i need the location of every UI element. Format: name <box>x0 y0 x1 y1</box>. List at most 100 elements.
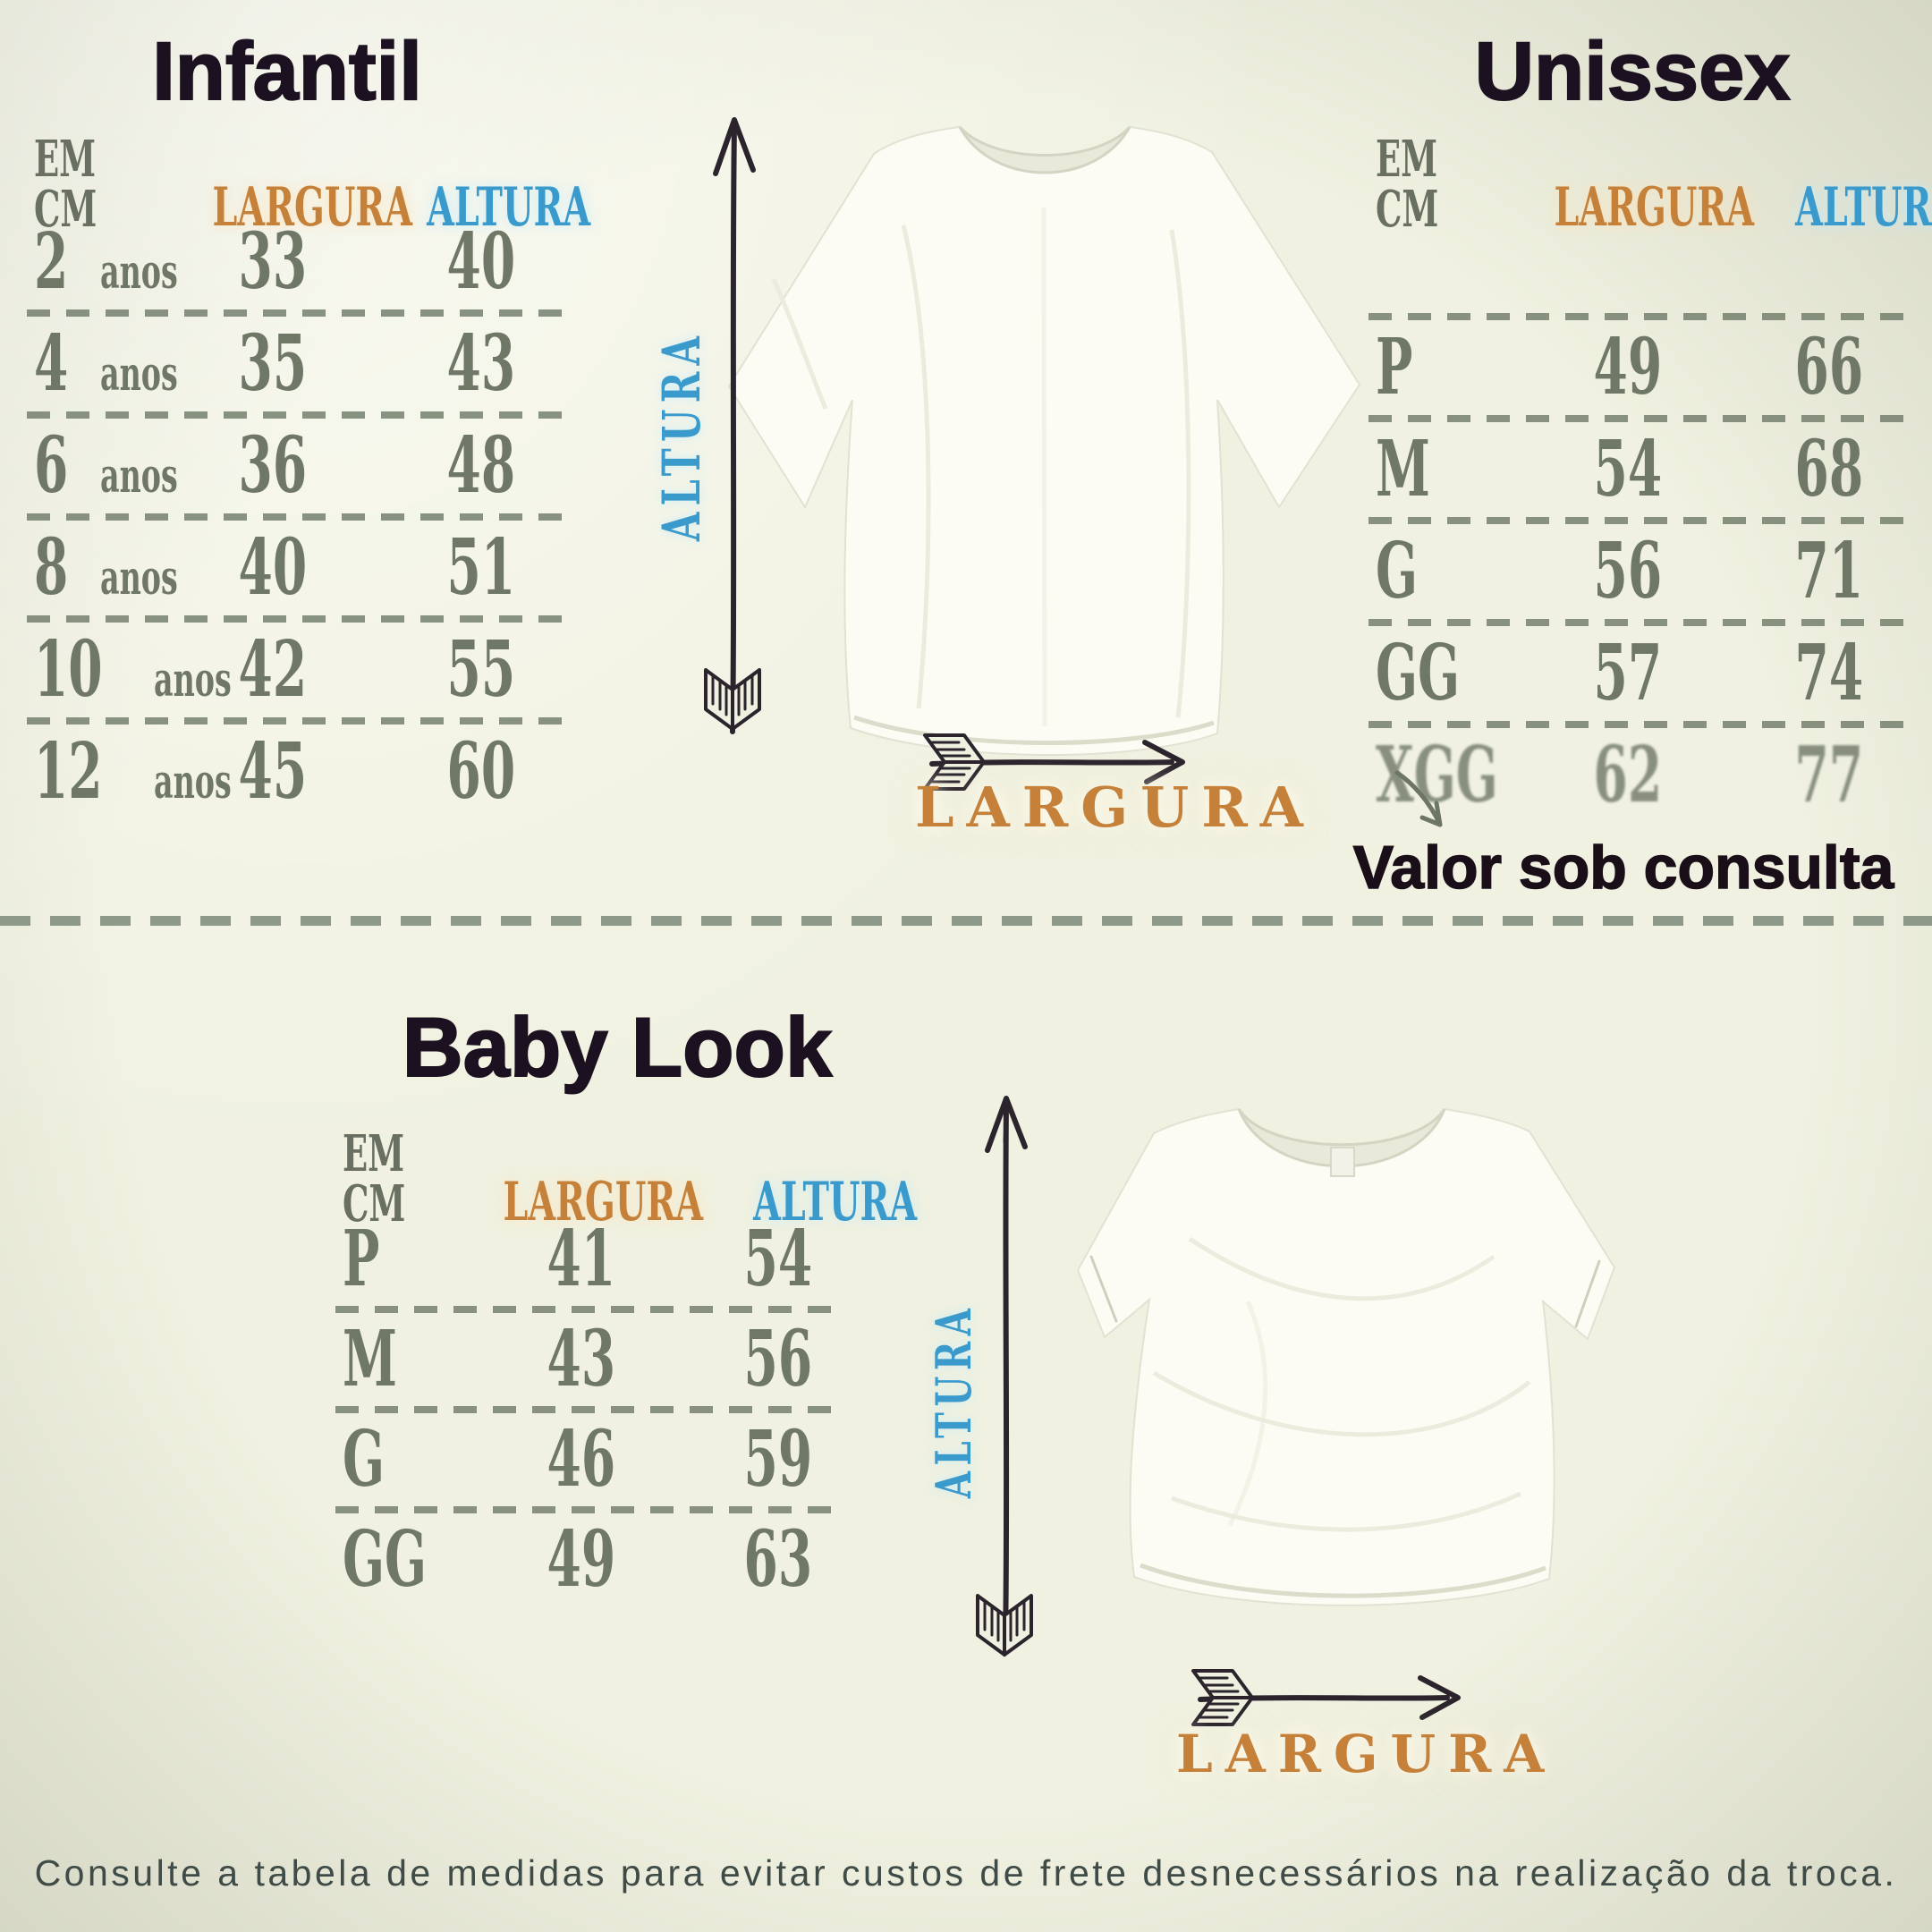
row-divider <box>27 717 577 724</box>
table-row: G 46 59 <box>335 1413 845 1506</box>
table-row: G 56 71 <box>1368 524 1905 619</box>
altura-cell: 71 <box>1794 526 1864 616</box>
altura-arrow-icon <box>704 117 761 734</box>
table-row: XGG 62 77 <box>1368 728 1905 823</box>
row-divider <box>27 615 577 623</box>
infantil-title: Infantil <box>151 26 423 117</box>
altura-cell: 56 <box>743 1314 813 1404</box>
size-cell: 12 anos <box>34 726 232 817</box>
largura-cell: 49 <box>1593 322 1663 412</box>
largura-cell: 35 <box>238 318 308 409</box>
altura-cell: 77 <box>1794 730 1864 820</box>
altura-cell: 43 <box>446 318 515 409</box>
altura-cell: 68 <box>1794 424 1864 514</box>
size-cell: M <box>1376 424 1430 514</box>
row-divider <box>335 1406 845 1413</box>
largura-cell: 54 <box>1593 424 1663 514</box>
table-row: 8 anos 40 51 <box>27 521 577 615</box>
altura-cell: 66 <box>1794 322 1864 412</box>
infantil-header-largura: LARGURA <box>212 176 413 239</box>
row-divider <box>27 513 577 521</box>
infantil-header-unit: EM CM <box>34 130 97 239</box>
row-divider <box>1368 313 1905 320</box>
size-cell: G <box>343 1414 386 1504</box>
unissex-title: Unissex <box>1474 26 1792 117</box>
tshirt-baby-image <box>1076 1107 1616 1606</box>
largura-cell: 49 <box>547 1514 616 1605</box>
size-cell: 2 anos <box>34 216 178 307</box>
largura-cell: 56 <box>1593 526 1663 616</box>
baby-header-largura: LARGURA <box>503 1171 704 1233</box>
size-cell: GG <box>1376 628 1461 718</box>
price-note: Valor sob consulta <box>1352 834 1894 902</box>
row-divider <box>335 1306 845 1313</box>
largura-axis-label: LARGURA <box>1176 1724 1557 1784</box>
size-cell: P <box>1376 322 1413 412</box>
footer-caption: Consulte a tabela de medidas para evitar… <box>34 1852 1898 1894</box>
largura-cell: 42 <box>238 624 308 715</box>
note-arrow-icon <box>1394 770 1443 827</box>
table-row: GG 49 63 <box>335 1513 845 1606</box>
largura-arrow-icon <box>923 733 1185 791</box>
baby-header-row: EM CM LARGURA ALTURA <box>335 1129 917 1229</box>
altura-cell: 55 <box>446 624 515 715</box>
infantil-header-altura: ALTURA <box>427 176 591 239</box>
tshirt-adult-image <box>727 125 1361 757</box>
table-row: 6 anos 36 48 <box>27 419 577 513</box>
size-cell: M <box>343 1314 397 1404</box>
altura-cell: 54 <box>743 1214 813 1304</box>
row-divider <box>1368 517 1905 524</box>
row-divider <box>27 309 577 317</box>
table-row: P 41 54 <box>335 1213 845 1306</box>
section-divider <box>0 916 1932 926</box>
altura-cell: 40 <box>446 216 515 307</box>
altura-axis-label: ALTURA <box>651 329 712 542</box>
table-row: 10 anos 42 55 <box>27 623 577 717</box>
unissex-header-largura: LARGURA <box>1554 176 1755 239</box>
table-row: P 49 66 <box>1368 320 1905 415</box>
size-cell: 8 anos <box>34 522 178 613</box>
row-divider <box>1368 619 1905 626</box>
largura-cell: 36 <box>238 420 308 511</box>
table-row: M 54 68 <box>1368 422 1905 517</box>
altura-cell: 48 <box>446 420 515 511</box>
size-cell: XGG <box>1376 730 1498 820</box>
size-cell: GG <box>343 1514 428 1605</box>
table-row: 2 anos 33 40 <box>27 215 577 309</box>
unissex-header-unit: EM CM <box>1376 130 1439 239</box>
size-cell: 10 anos <box>34 624 232 715</box>
size-cell: P <box>343 1214 380 1304</box>
row-divider <box>1368 721 1905 728</box>
largura-axis-label: LARGURA <box>915 775 1316 840</box>
infantil-header-row: EM CM LARGURA ALTURA <box>27 134 590 234</box>
table-row: GG 57 74 <box>1368 626 1905 721</box>
table-row: 4 anos 35 43 <box>27 317 577 411</box>
unissex-header-row: EM CM LARGURA ALTURA <box>1368 134 1932 234</box>
table-row: 12 anos 45 60 <box>27 724 577 819</box>
row-divider <box>27 411 577 419</box>
unissex-header-altura: ALTURA <box>1795 176 1932 239</box>
largura-cell: 33 <box>238 216 308 307</box>
altura-cell: 63 <box>743 1514 813 1605</box>
table-row: M 43 56 <box>335 1313 845 1406</box>
row-divider <box>1368 415 1905 422</box>
size-cell: 6 anos <box>34 420 178 511</box>
altura-cell: 51 <box>446 522 515 613</box>
size-cell: G <box>1376 526 1419 616</box>
largura-cell: 40 <box>238 522 308 613</box>
largura-arrow-icon <box>1191 1669 1461 1726</box>
baby-header-unit: EM CM <box>343 1124 406 1233</box>
baby-look-table: EM CM LARGURA ALTURA P 41 54 M 43 56 G 4… <box>335 1129 917 1606</box>
largura-cell: 57 <box>1593 628 1663 718</box>
altura-cell: 74 <box>1794 628 1864 718</box>
altura-cell: 60 <box>446 726 515 817</box>
largura-cell: 45 <box>238 726 308 817</box>
altura-axis-label: ALTURA <box>925 1302 983 1499</box>
largura-cell: 62 <box>1593 730 1663 820</box>
infantil-table: EM CM LARGURA ALTURA 2 anos 33 40 4 anos 3… <box>27 134 590 819</box>
unissex-table: EM CM LARGURA ALTURA P 49 66 M 54 68 G 5… <box>1368 134 1932 823</box>
size-cell: 4 anos <box>34 318 178 409</box>
baby-look-title: Baby Look <box>402 1000 834 1094</box>
largura-cell: 46 <box>547 1414 616 1504</box>
